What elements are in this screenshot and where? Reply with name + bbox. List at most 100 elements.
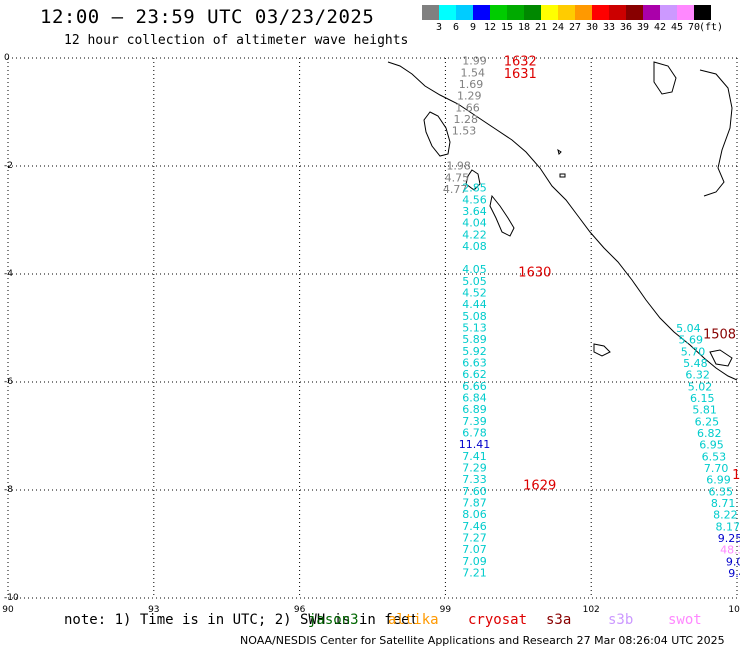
- scale-label: 36: [619, 22, 633, 33]
- wave-height-value: 4.77: [443, 183, 468, 196]
- orbit-number-label: 1508: [703, 327, 736, 342]
- scale-label: 33: [602, 22, 616, 33]
- lon-tick-label: 99: [440, 605, 452, 615]
- wave-height-value: 1.69: [459, 78, 484, 91]
- wave-height-value: 7.60: [462, 485, 487, 498]
- legend-item-cryosat: cryosat: [468, 612, 528, 628]
- color-scale-labels: 3 6 9 12 15 18 21 24 27 30 33 36 39 42 45 70 (ft): [422, 20, 723, 34]
- wave-height-value: 5.89: [462, 333, 487, 346]
- coastline-segment: [465, 169, 481, 191]
- scale-label: 21: [534, 22, 548, 33]
- scale-label: 3: [435, 22, 443, 33]
- wave-height-value: 1.54: [461, 66, 486, 79]
- scale-label: 39: [636, 22, 650, 33]
- scale-label: 6: [452, 22, 460, 33]
- scale-label: 70: [687, 22, 701, 33]
- wave-height-value: 1.29: [457, 90, 482, 103]
- wave-height-value: 7.21: [462, 567, 487, 580]
- lat-tick-label: -2: [4, 161, 13, 171]
- credit-line: NOAA/NESDIS Center for Satellite Applica…: [240, 634, 725, 647]
- legend-item-s3b: s3b: [608, 612, 634, 628]
- wave-height-value: 5.02: [688, 380, 713, 393]
- altimeter-pass: 1.991.541.691.291.661.281.53 1.984.754.77: [443, 55, 487, 196]
- scale-label: (ft): [698, 22, 724, 33]
- wave-height-value: 5.05: [462, 275, 487, 288]
- scale-label: 30: [585, 22, 599, 33]
- scale-swatch: [575, 5, 592, 20]
- wave-height-value: 7.29: [462, 462, 487, 475]
- wave-height-value: 8.71: [711, 497, 736, 510]
- wave-height-value: 6.35: [709, 485, 734, 498]
- coastline-segment: [653, 61, 677, 95]
- lat-tick-label: 0: [4, 53, 10, 63]
- wave-height-value: 48.3: [720, 544, 740, 557]
- axis-tick-labels: 90 93 96 99 102 105 0 -2 -4 -6 -8 -10: [2, 53, 740, 615]
- wave-height-value: 5.48: [683, 357, 708, 370]
- wave-height-value: 7.87: [462, 497, 487, 510]
- wave-height-value: 4.56: [462, 193, 487, 206]
- wave-height-value: 6.53: [702, 450, 727, 463]
- coastline-segment: [423, 111, 451, 157]
- wave-height-value: 6.84: [462, 392, 487, 405]
- scale-swatch: [524, 5, 541, 20]
- scale-swatch: [456, 5, 473, 20]
- scale-swatch: [592, 5, 609, 20]
- wave-height-value: 4.44: [462, 298, 487, 311]
- wave-height-value: 9.4: [728, 567, 740, 580]
- wave-height-value: 7.33: [462, 473, 487, 486]
- scale-swatch: [677, 5, 694, 20]
- wave-height-value: 4.05: [462, 263, 487, 276]
- scale-swatch: [473, 5, 490, 20]
- legend-item-jason3: jason3: [308, 612, 359, 628]
- lon-tick-label: 105: [728, 605, 740, 615]
- lon-tick-label: 96: [294, 605, 306, 615]
- altimeter-passes: 1.991.541.691.291.661.281.53 1.984.754.77…: [443, 55, 740, 580]
- wave-height-value: 5.81: [692, 404, 717, 417]
- wave-height-value: 4.04: [462, 217, 487, 230]
- coastline-segment: [593, 343, 611, 357]
- coastline-segment: [557, 148, 562, 155]
- legend-item-s3a: s3a: [546, 612, 572, 628]
- color-scale-bar: [422, 5, 711, 20]
- wave-height-value: 6.82: [697, 427, 722, 440]
- scale-swatch: [507, 5, 524, 20]
- wave-height-value: 1.99: [462, 55, 487, 68]
- wave-height-value: 7.07: [462, 543, 487, 556]
- wave-height-value: 8.22: [713, 509, 738, 522]
- orbit-number-label: 1629: [523, 479, 556, 494]
- wave-height-value: 6.99: [706, 474, 731, 487]
- lon-tick-label: 93: [148, 605, 159, 615]
- wave-height-value: 7.70: [704, 462, 729, 475]
- scale-label: 45: [670, 22, 684, 33]
- wave-height-value: 6.78: [462, 427, 487, 440]
- page-subtitle: 12 hour collection of altimeter wave hei…: [64, 33, 409, 48]
- wave-height-value: 7.46: [462, 520, 487, 533]
- orbit-number-label: 1631: [504, 67, 537, 82]
- lat-tick-label: -10: [4, 593, 19, 603]
- scale-swatch: [660, 5, 677, 20]
- page-title: 12:00 – 23:59 UTC 03/23/2025: [40, 6, 375, 28]
- wave-height-value: 5.92: [462, 345, 487, 358]
- wave-height-value: 8.06: [462, 508, 487, 521]
- coastline-segment: [699, 69, 733, 197]
- scale-label: 15: [500, 22, 514, 33]
- scale-label: 9: [469, 22, 477, 33]
- scale-swatch: [626, 5, 643, 20]
- scale-label: 27: [568, 22, 582, 33]
- wave-height-value: 4.52: [462, 287, 487, 300]
- color-scale-legend: 3 6 9 12 15 18 21 24 27 30 33 36 39 42 45 70 (ft): [422, 5, 723, 34]
- wave-height-value: 6.66: [462, 380, 487, 393]
- wave-height-value: 11.41: [459, 438, 491, 451]
- scale-swatch: [541, 5, 558, 20]
- wave-height-value: 4.22: [462, 228, 487, 241]
- wave-height-value: 7.09: [462, 555, 487, 568]
- wave-height-value: 6.62: [462, 368, 487, 381]
- wave-height-value: 7.27: [462, 532, 487, 545]
- wave-height-value: 6.15: [690, 392, 715, 405]
- wave-height-value: 1.28: [453, 113, 478, 126]
- wave-height-value: 6.63: [462, 357, 487, 370]
- wave-height-value: 1.98: [446, 160, 471, 173]
- coastline-segment: [489, 194, 515, 237]
